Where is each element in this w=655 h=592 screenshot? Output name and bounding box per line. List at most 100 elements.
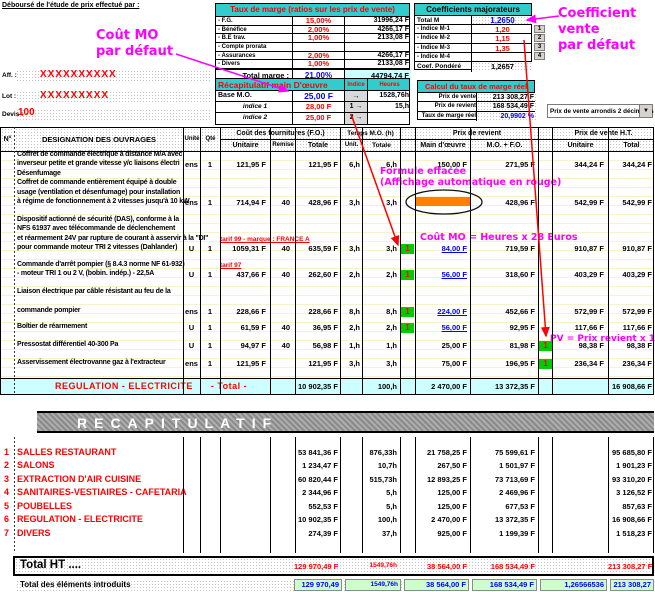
rounding-dropdown[interactable]: Prix de vente arrondis 2 décimales ▼ <box>547 104 654 118</box>
sheet-title: Déboursé de l'étude de prix effectué par… <box>2 2 140 9</box>
annotation-cout-mo-formula: Coût MO = Heures x 28 Euros <box>420 232 578 243</box>
indice-mo-flag: 1 <box>401 307 414 317</box>
annotation-line: Coefficient vente <box>558 6 637 37</box>
cell-pv-total: 16 908,66 F <box>611 515 652 524</box>
calcul-row: Prix de vente 213 308,27 F <box>418 93 536 103</box>
cell-qte: 1 <box>207 198 213 207</box>
taux-row-pct[interactable]: 2,00% <box>292 25 344 34</box>
recap-row[interactable]: 7 DIVERS 274,39 F 37,h 925,00 F 1 199,39… <box>0 527 654 540</box>
coef-index-button-3[interactable]: 3 <box>534 43 545 51</box>
coef-row-value[interactable]: 1,20 <box>471 25 533 34</box>
cell-temps-totale: 5,h <box>386 502 397 511</box>
recap-row[interactable]: 4 SANITAIRES-VESTIAIRES - CAFETARIA 2 34… <box>0 486 654 499</box>
recap-row[interactable]: 1 SALLES RESTAURANT 53 841,36 F 876,33h … <box>0 446 654 459</box>
table-row[interactable]: Commande d'arrêt pompier (§ 8.4.3 norme … <box>0 261 654 280</box>
total-ht-row: Total HT .... 129 970,49 F 1549,76h 38 5… <box>0 559 654 573</box>
recap-row-number: 4 <box>4 487 10 497</box>
cell-pv-total: 1 901,23 F <box>616 461 652 470</box>
cell-fo-totale: 552,53 F <box>308 502 338 511</box>
cell-fo-totale: 53 841,36 F <box>297 448 338 457</box>
cell-temps-unit: 6,h <box>349 160 360 169</box>
prix-revient-value: 168 534,49 F <box>476 102 536 111</box>
lot-field[interactable] <box>16 91 212 102</box>
recap-row[interactable]: 3 EXTRACTION D'AIR CUISINE 60 820,44 F 5… <box>0 473 654 486</box>
calcul-row: Taux de marge réel 20,9902 % <box>418 111 536 121</box>
table-row[interactable]: Boîtier de réarmement U 1 61,59 F 40 36,… <box>0 322 654 333</box>
calcul-row: Prix de revient 168 534,49 F <box>418 102 536 112</box>
coef-index-button-1[interactable]: 1 <box>534 25 545 33</box>
cell-temps-totale: 100,h <box>377 382 397 391</box>
col-flag-pv-header <box>539 128 552 151</box>
cell-designation: Boîtier de réarmement <box>17 323 88 331</box>
cell-main-oeuvre: 21 758,25 F <box>426 448 467 457</box>
coef-row: - Indice M-2 1,15 <box>415 34 533 44</box>
taux-row-amount: 2133,08 F <box>344 34 411 43</box>
heures-value <box>367 113 411 124</box>
cell-mo-fo: 428,96 F <box>505 198 535 207</box>
cell-qte: 1 <box>207 307 213 316</box>
taux-row-amount: 2133,08 F <box>344 60 411 69</box>
taux-de-marge-title: Taux de marge (ratios sur les prix de ve… <box>216 4 409 17</box>
cell-fo-unitaire: 714,94 F <box>236 198 266 207</box>
recap-row-number: 6 <box>4 514 10 524</box>
table-row[interactable]: Asservissement électrovanne gaz à l'extr… <box>0 358 654 369</box>
cell-pv-unitaire: 910,87 F <box>574 244 604 253</box>
cell-unite: ens <box>185 307 198 316</box>
coef-row-value[interactable]: 1,35 <box>471 43 533 53</box>
cell-designation: Commande d'arrêt pompier (§ 8.4.3 norme … <box>17 260 185 278</box>
cell-fo-unitaire: 94,97 F <box>240 341 266 350</box>
cell-pv-total: 857,63 F <box>622 502 652 511</box>
cell-main-oeuvre: 56,00 F <box>441 323 467 332</box>
recap-row[interactable]: 6 REGULATION - ELECTRICITE 10 902,35 F 1… <box>0 513 654 526</box>
recap-row-number: 7 <box>4 528 10 538</box>
cell-temps-totale: 3,h <box>386 244 397 253</box>
recap-main-oeuvre-table: Récapitulatif main D'œuvre Indice Heures… <box>215 78 410 125</box>
cell-designation: Pressostat différentiel 40-300 Pa <box>17 341 119 349</box>
cell-fo-totale: 428,96 F <box>308 198 338 207</box>
indice1-rate[interactable]: 28,00 F <box>292 102 344 112</box>
chevron-down-icon[interactable]: ▼ <box>639 105 652 117</box>
cell-fo-totale: 60 820,44 F <box>297 475 338 484</box>
coef-index-button-2[interactable]: 2 <box>534 34 545 42</box>
cell-temps-totale: 1,h <box>386 341 397 350</box>
taux-row-pct[interactable]: 2,00% <box>292 51 344 60</box>
recap-row[interactable]: 2 SALONS 1 234,47 F 10,7h 267,50 F 1 501… <box>0 459 654 472</box>
cell-fo-unitaire: 437,66 F <box>236 270 266 279</box>
indice2-rate[interactable]: 25,00 F <box>292 113 344 124</box>
cell-mo-fo: 13 372,35 F <box>494 382 535 391</box>
cell-mo-fo: 92,95 F <box>509 323 535 332</box>
affaire-field[interactable] <box>16 70 212 81</box>
base-mo-rate[interactable]: 25,00 F <box>292 91 344 101</box>
cell-pv-total: 403,29 F <box>622 270 652 279</box>
table-row[interactable]: Liaison électrique par câble résistant a… <box>0 288 654 317</box>
devis-field[interactable] <box>16 109 212 120</box>
taux-row: - Divers 1,00% 2133,08 F <box>216 60 411 70</box>
cell-fo-totale: 121,95 F <box>308 160 338 169</box>
coef-index-button-4[interactable]: 4 <box>534 52 545 60</box>
coef-row-value[interactable] <box>471 52 533 61</box>
taux-row-pct[interactable]: 15,00% <box>292 17 344 25</box>
calcul-row-label: Prix de revient <box>434 103 476 110</box>
taux-row-pct[interactable]: 1,00% <box>292 60 344 69</box>
cell-pv-total: 572,99 F <box>622 307 652 316</box>
recap-row[interactable]: 5 POUBELLES 552,53 F 5,h 125,00 F 677,53… <box>0 500 654 513</box>
coef-pondere-value: 1,2657 <box>471 61 533 72</box>
coef-pondere-row: Coef. Pondéré 1,2657 <box>415 61 533 72</box>
col-group-prix-vente: Prix de vente H.T. <box>553 128 654 139</box>
coef-total-m-value[interactable]: 1,2650 <box>471 16 533 25</box>
coef-row-label: - Indice M-1 <box>417 26 451 33</box>
taux-row-label: - Assurances <box>218 52 256 59</box>
erased-formula-highlight <box>416 197 470 206</box>
coef-row-value[interactable]: 1,15 <box>471 34 533 43</box>
taux-row-pct[interactable] <box>292 43 344 51</box>
taux-row-pct[interactable]: 1,00% <box>292 34 344 43</box>
recap-mo-row-label: Base M.O. <box>218 92 252 99</box>
cell-pv-total: 95 685,80 F <box>611 448 652 457</box>
taux-row-label: - Compte prorata <box>218 44 267 51</box>
recap-mo-row: indice 1 28,00 F 1 → 15,h <box>216 102 409 113</box>
cell-mo-fo: 1 199,39 F <box>499 529 535 538</box>
recap-mo-row: indice 2 25,00 F 2 → <box>216 113 409 124</box>
recap-row-label: SALLES RESTAURANT <box>17 447 117 457</box>
col-header-designation: DESIGNATION DES OUVRAGES <box>15 128 183 151</box>
cell-temps-totale: 2,h <box>386 270 397 279</box>
